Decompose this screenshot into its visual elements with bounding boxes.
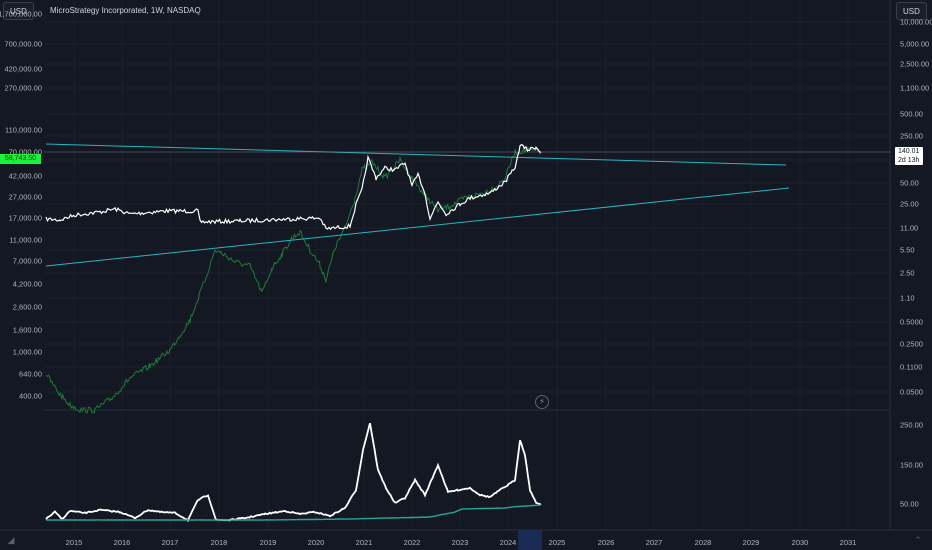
right-axis-tick: 0.0500 <box>900 387 923 397</box>
time-axis-year-label: 2018 <box>210 538 228 547</box>
right-price-axis[interactable]: 10,000.00 5,000.00 2,500.00 1,100.00 500.00 2… <box>890 0 932 410</box>
last-price-value: 140.01 <box>898 148 920 155</box>
time-axis-year-label: 2026 <box>597 538 615 547</box>
oscillator-axis-tick: 150.00 <box>900 460 923 470</box>
left-axis-tick: 11,000.00 <box>9 235 42 245</box>
time-axis-year-label: 2027 <box>645 538 663 547</box>
mstr-price-series <box>45 143 542 231</box>
left-axis-tick: 1,700,000.00 <box>0 9 42 19</box>
time-axis-year-label: 2020 <box>307 538 325 547</box>
left-axis-tick: 270,000.00 <box>4 83 42 93</box>
right-axis-tick: 5.50 <box>900 245 915 255</box>
trendline-upper[interactable] <box>45 143 787 166</box>
oscillator-axis-tick: 50.00 <box>900 499 919 509</box>
trendline-lower[interactable] <box>45 187 790 267</box>
time-axis-year-label: 2024 <box>499 538 517 547</box>
time-axis[interactable]: 2015 2016 2017 2018 2019 2020 2021 2022 2023 2024… <box>0 530 890 550</box>
right-axis-tick: 0.1100 <box>900 362 923 372</box>
right-axis-tick: 25.00 <box>900 199 919 209</box>
oscillator-series <box>45 422 542 523</box>
btc-price-label: 58,743.50 <box>0 154 41 164</box>
time-axis-year-label: 2025 <box>548 538 566 547</box>
left-axis-tick: 27,000.00 <box>8 192 42 202</box>
left-axis-tick: 420,000.00 <box>4 64 42 74</box>
right-axis-tick: 50.00 <box>900 178 919 188</box>
left-axis-tick: 70,000.00 <box>8 147 42 157</box>
currency-button-left[interactable]: USD <box>3 2 34 20</box>
left-axis-tick: 2,600.00 <box>12 302 42 312</box>
left-axis-tick: 700,000.00 <box>4 39 42 49</box>
left-axis-tick: 1,000.00 <box>12 347 42 357</box>
right-axis-tick: 0.5000 <box>900 317 923 327</box>
bar-countdown: 2d 13h <box>898 156 920 164</box>
right-axis-tick: 5,000.00 <box>900 39 930 49</box>
time-axis-year-label: 2031 <box>839 538 857 547</box>
time-axis-year-label: 2017 <box>161 538 179 547</box>
btc-overlay-series <box>45 146 542 414</box>
time-axis-year-label: 2021 <box>355 538 373 547</box>
last-price-tag: 140.01 2d 13h <box>895 147 923 165</box>
grid <box>44 0 890 530</box>
oscillator-axis-tick: 250.00 <box>900 420 923 430</box>
chart-title: MicroStrategy Incorporated, 1W, NASDAQ <box>50 6 201 15</box>
right-axis-tick: 1.10 <box>900 293 915 303</box>
chevron-icon[interactable]: ⌃ <box>914 535 922 545</box>
right-axis-tick: 0.2500 <box>900 339 923 349</box>
left-axis-tick: 400.00 <box>19 391 42 401</box>
left-axis-tick: 42,000.00 <box>8 171 42 181</box>
right-axis-tick: 250.00 <box>900 131 923 141</box>
time-axis-year-label: 2015 <box>65 538 83 547</box>
time-axis-year-label: 2030 <box>791 538 809 547</box>
time-axis-year-label: 2019 <box>259 538 277 547</box>
left-price-axis[interactable]: 1,700,000.00 700,000.00 420,000.00 270,000.… <box>0 0 44 410</box>
right-axis-tick: 1,100.00 <box>900 83 930 93</box>
oscillator-axis[interactable]: 250.00 150.00 50.00 <box>890 410 932 530</box>
right-axis-tick: 500.00 <box>900 109 923 119</box>
time-axis-highlight <box>518 530 542 550</box>
currency-button-right[interactable]: USD <box>896 2 927 20</box>
left-axis-tick: 110,000.00 <box>5 125 42 135</box>
time-axis-year-label: 2023 <box>451 538 469 547</box>
time-axis-year-label: 2022 <box>403 538 421 547</box>
oscillator-base-series <box>46 504 542 521</box>
right-axis-tick: 2.50 <box>900 268 915 278</box>
left-axis-tick: 1,600.00 <box>12 325 42 335</box>
left-axis-tick: 7,000.00 <box>12 256 42 266</box>
right-axis-tick: 10,000.00 <box>900 17 932 27</box>
right-axis-tick: 11.00 <box>900 223 919 233</box>
time-axis-year-label: 2029 <box>742 538 760 547</box>
time-axis-year-label: 2016 <box>113 538 131 547</box>
left-axis-tick: 640.00 <box>19 369 42 379</box>
left-axis-tick: 4,200.00 <box>12 279 42 289</box>
tradingview-logo-icon[interactable]: ◢ <box>7 535 15 545</box>
right-axis-tick: 2,500.00 <box>900 59 930 69</box>
left-axis-tick: 17,000.00 <box>8 213 42 223</box>
lightning-icon[interactable]: ⚡ <box>535 395 549 409</box>
time-axis-year-label: 2028 <box>694 538 712 547</box>
